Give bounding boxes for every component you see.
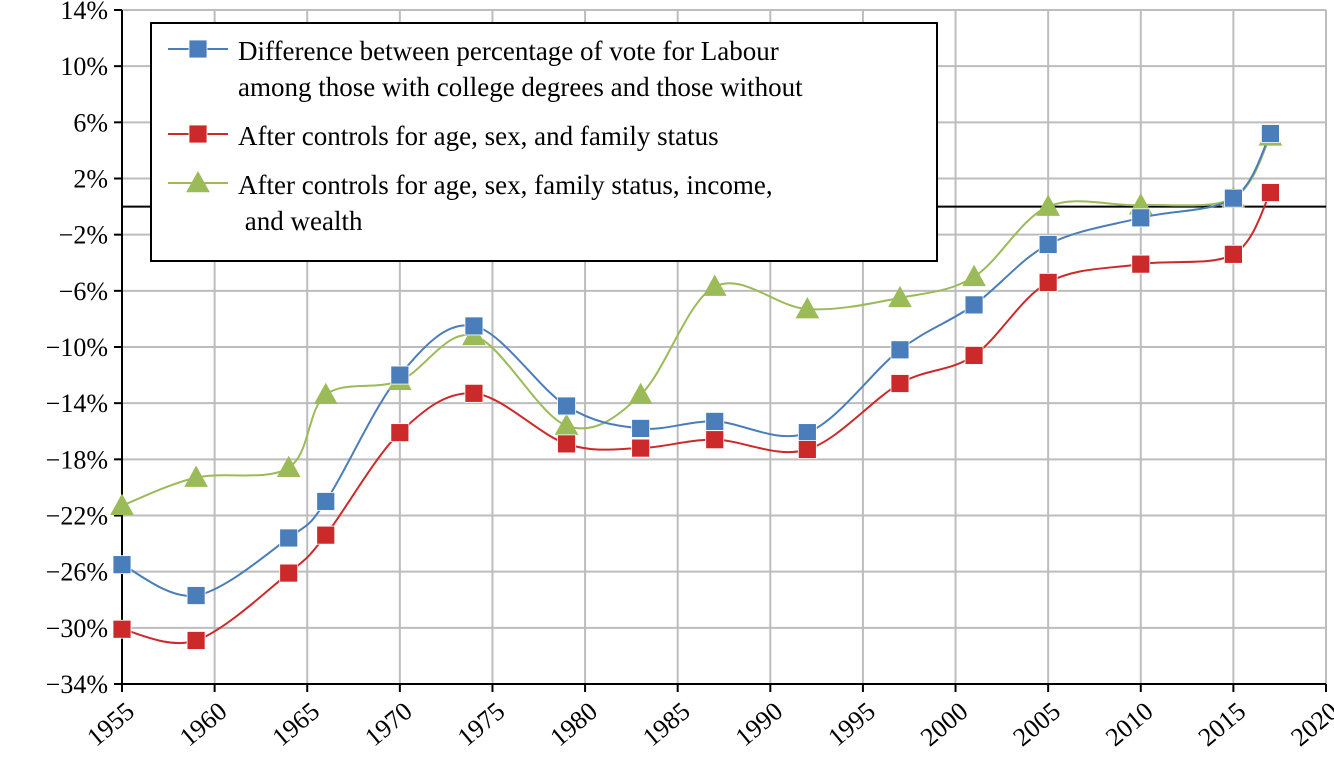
series-2-point bbox=[705, 430, 725, 450]
series-2-point bbox=[186, 631, 206, 650]
y-tick-label: −2% bbox=[59, 221, 108, 250]
legend-label: and wealth bbox=[238, 206, 363, 236]
y-tick-label: −6% bbox=[59, 277, 108, 306]
series-1-point bbox=[890, 340, 910, 360]
legend-label: After controls for age, sex, and family … bbox=[238, 121, 719, 151]
y-tick-label: −34% bbox=[46, 670, 108, 699]
series-3-point bbox=[276, 455, 301, 478]
series-3-point bbox=[1036, 194, 1061, 216]
series-2-point bbox=[557, 434, 576, 454]
x-tick-label: 1995 bbox=[822, 696, 880, 752]
legend-label: Difference between percentage of vote fo… bbox=[238, 36, 779, 66]
series-1-point bbox=[316, 492, 336, 511]
series-2-point bbox=[464, 383, 484, 403]
series-3-point bbox=[962, 264, 986, 287]
series-1-point bbox=[112, 555, 132, 575]
series-1-point bbox=[557, 396, 576, 416]
x-tick-label: 2000 bbox=[915, 696, 973, 752]
y-tick-label: 6% bbox=[73, 108, 108, 137]
legend-swatch-marker bbox=[188, 39, 208, 59]
series-3-point bbox=[795, 297, 820, 319]
series-1-point bbox=[279, 528, 299, 548]
series-line-3 bbox=[121, 135, 1272, 507]
y-tick-label: −26% bbox=[46, 558, 108, 587]
y-tick-label: 10% bbox=[60, 52, 108, 81]
legend-box bbox=[150, 22, 938, 262]
series-1-point bbox=[631, 419, 651, 438]
series-2-point bbox=[112, 619, 132, 639]
x-tick-label: 1980 bbox=[544, 696, 602, 752]
x-tick-label: 2005 bbox=[1008, 696, 1066, 752]
y-tick-label: −22% bbox=[46, 502, 108, 531]
series-2-point bbox=[1038, 273, 1058, 292]
series-3-point bbox=[110, 493, 134, 515]
series-2-point bbox=[797, 440, 817, 459]
series-line-2 bbox=[121, 192, 1272, 645]
series-3-point bbox=[628, 382, 653, 405]
legend-swatch-marker bbox=[186, 170, 210, 193]
series-2-point bbox=[316, 525, 336, 545]
x-tick-label: 1990 bbox=[730, 696, 788, 752]
series-1-point bbox=[1261, 124, 1280, 143]
series-2-point bbox=[1223, 244, 1243, 264]
series-1-point bbox=[1131, 208, 1151, 228]
x-tick-label: 2020 bbox=[1285, 696, 1334, 752]
series-1-point bbox=[1038, 235, 1058, 254]
legend-label: among those with college degrees and tho… bbox=[238, 72, 803, 102]
x-tick-label: 2015 bbox=[1193, 696, 1251, 752]
series-3-point bbox=[554, 413, 579, 435]
series-1-point bbox=[964, 295, 984, 315]
legend-swatch-marker bbox=[188, 124, 208, 144]
series-1-point bbox=[1223, 188, 1243, 208]
series-3-point bbox=[313, 382, 338, 405]
x-tick-label: 2010 bbox=[1100, 696, 1158, 752]
y-tick-label: −30% bbox=[46, 614, 108, 643]
series-line-1 bbox=[121, 133, 1272, 597]
x-tick-label: 1965 bbox=[267, 696, 325, 752]
series-1-point bbox=[464, 316, 484, 336]
x-tick-label: 1985 bbox=[637, 696, 695, 752]
legend-label: After controls for age, sex, family stat… bbox=[238, 170, 773, 200]
legend: Difference between percentage of vote fo… bbox=[150, 22, 938, 262]
x-tick-label: 1960 bbox=[174, 696, 232, 752]
series-lines bbox=[121, 133, 1272, 645]
series-2-point bbox=[1261, 183, 1280, 202]
series-1-point bbox=[186, 586, 206, 605]
y-tick-label: −14% bbox=[46, 389, 108, 418]
series-1-point bbox=[390, 365, 410, 385]
series-2-point bbox=[1131, 254, 1151, 274]
series-2-point bbox=[279, 563, 299, 583]
series-markers bbox=[110, 124, 1283, 650]
x-tick-label: 1970 bbox=[359, 696, 417, 752]
series-1-point bbox=[797, 423, 817, 443]
series-3-point bbox=[702, 274, 727, 296]
x-tick-label: 1955 bbox=[81, 696, 139, 752]
series-3-point bbox=[888, 285, 912, 308]
series-1-point bbox=[705, 412, 725, 431]
y-tick-label: −18% bbox=[46, 445, 108, 474]
y-tick-label: 14% bbox=[60, 0, 108, 25]
series-2-point bbox=[964, 346, 984, 365]
x-tick-label: 1975 bbox=[452, 696, 510, 752]
y-tick-label: 2% bbox=[73, 165, 108, 194]
series-3-point bbox=[184, 465, 208, 487]
series-2-point bbox=[890, 374, 910, 393]
y-tick-label: −10% bbox=[46, 333, 108, 362]
series-2-point bbox=[631, 438, 651, 458]
series-2-point bbox=[390, 423, 410, 443]
